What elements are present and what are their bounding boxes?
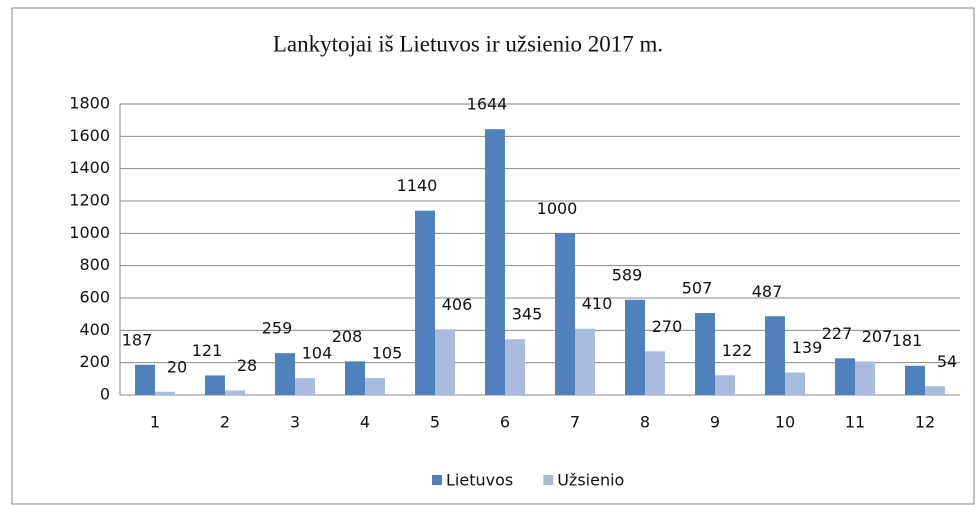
x-tick-label: 6 (500, 413, 510, 432)
data-label: 28 (237, 356, 257, 375)
bar (365, 378, 385, 395)
bar (835, 358, 855, 395)
chart-border (11, 7, 975, 505)
x-tick-label: 4 (360, 413, 370, 432)
x-tick-label: 5 (430, 413, 440, 432)
bar (135, 364, 155, 395)
bar (415, 210, 435, 395)
data-label: 1644 (467, 95, 508, 114)
x-tick-label: 2 (220, 413, 230, 432)
y-tick-label: 200 (79, 352, 110, 371)
bar (155, 391, 175, 395)
data-label: 410 (582, 294, 613, 313)
data-label: 270 (652, 317, 683, 336)
data-label: 259 (262, 319, 293, 338)
y-tick-label: 1200 (69, 191, 110, 210)
y-tick-label: 600 (79, 288, 110, 307)
x-tick-label: 10 (775, 413, 795, 432)
data-label: 139 (792, 338, 823, 357)
bar (505, 339, 525, 395)
legend-label: Užsienio (557, 471, 624, 490)
bar (855, 361, 875, 395)
data-label: 406 (442, 295, 473, 314)
bar (715, 375, 735, 395)
bar (785, 372, 805, 395)
x-tick-label: 7 (570, 413, 580, 432)
y-tick-label: 1400 (69, 158, 110, 177)
data-label: 187 (122, 330, 153, 349)
legend-swatch (432, 475, 442, 485)
data-label: 20 (167, 357, 187, 376)
data-label: 1140 (397, 176, 438, 195)
data-label: 208 (332, 327, 363, 346)
data-label: 507 (682, 279, 713, 298)
data-label: 227 (822, 324, 853, 343)
data-label: 54 (937, 352, 957, 371)
data-label: 181 (892, 331, 923, 350)
bar (695, 313, 715, 395)
x-tick-label: 8 (640, 413, 650, 432)
chart-title: Lankytojai iš Lietuvos ir užsienio 2017 … (273, 31, 663, 56)
bar (275, 353, 295, 395)
y-tick-label: 1000 (69, 223, 110, 242)
y-tick-label: 1600 (69, 126, 110, 145)
data-label: 104 (302, 344, 333, 363)
data-label: 589 (612, 265, 643, 284)
bar (345, 361, 365, 395)
x-tick-label: 3 (290, 413, 300, 432)
bar (225, 390, 245, 395)
bar (435, 329, 455, 395)
x-tick-label: 9 (710, 413, 720, 432)
data-label: 121 (192, 341, 223, 360)
data-label: 1000 (537, 199, 578, 218)
bar (765, 316, 785, 395)
bar (625, 299, 645, 395)
bar (205, 375, 225, 395)
bar (645, 351, 665, 395)
bar (295, 378, 315, 395)
legend-swatch (543, 475, 554, 485)
bar (925, 386, 945, 395)
bar (905, 365, 925, 395)
data-label: 207 (862, 327, 893, 346)
y-tick-label: 800 (79, 255, 110, 274)
x-tick-label: 12 (915, 413, 935, 432)
data-label: 487 (752, 282, 783, 301)
legend-label: Lietuvos (446, 471, 513, 490)
y-tick-label: 1800 (69, 94, 110, 113)
y-tick-label: 0 (100, 385, 110, 404)
x-tick-label: 1 (150, 413, 160, 432)
data-label: 345 (512, 305, 543, 324)
bar (555, 233, 575, 395)
y-tick-label: 400 (79, 320, 110, 339)
data-label: 105 (372, 344, 403, 363)
x-tick-label: 11 (845, 413, 865, 432)
bar (485, 129, 505, 395)
bar (575, 328, 595, 395)
data-label: 122 (722, 341, 753, 360)
